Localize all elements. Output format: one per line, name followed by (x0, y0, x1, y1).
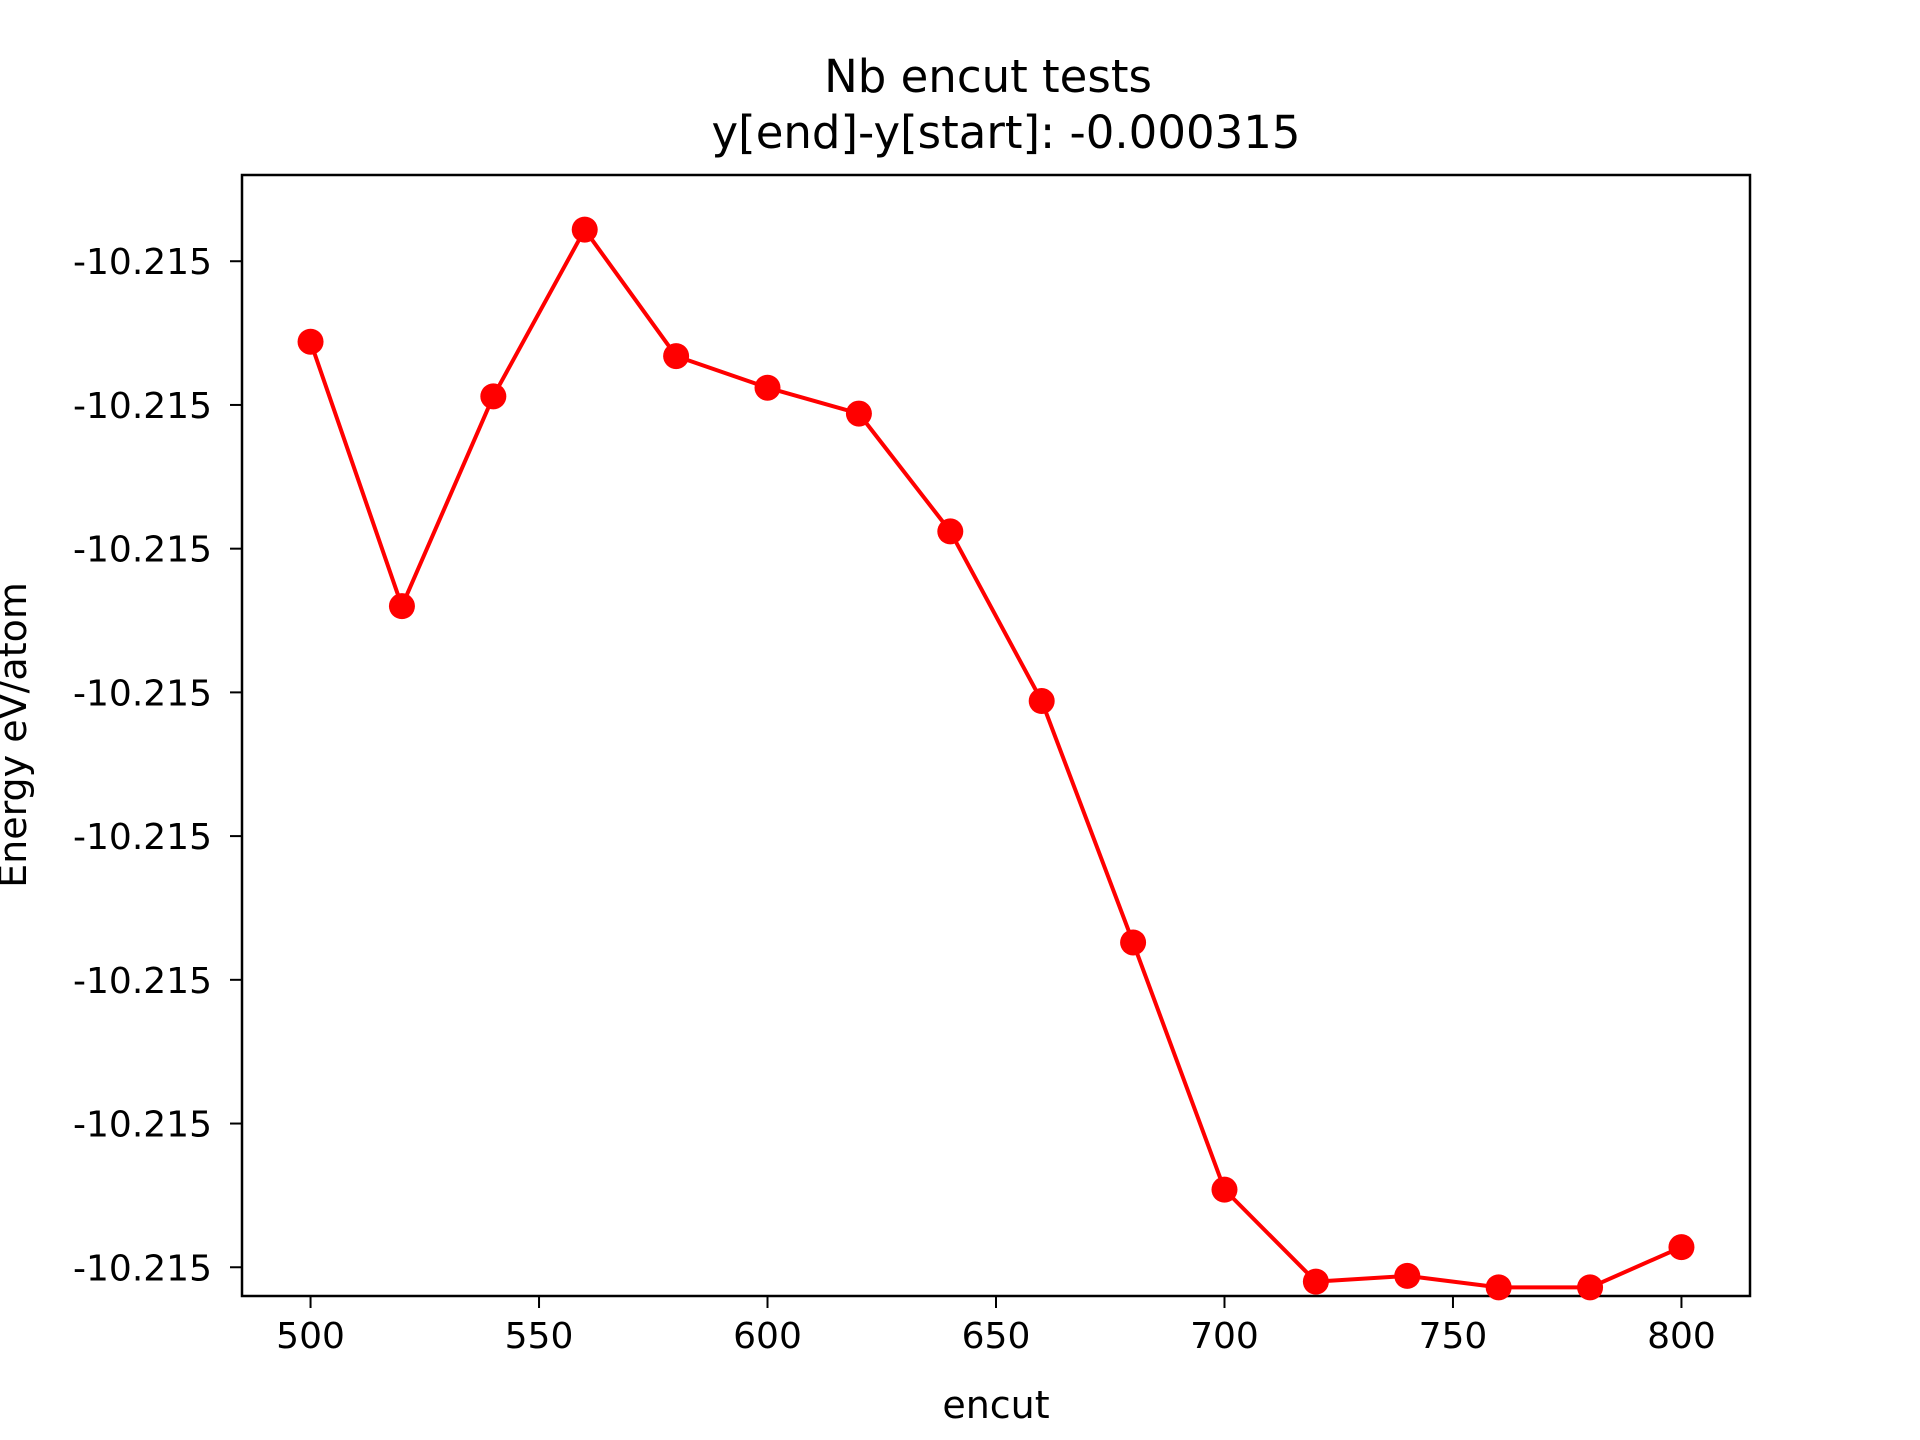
x-tick-label: 500 (276, 1316, 345, 1357)
data-point (1394, 1262, 1421, 1289)
y-axis-label: Energy eV/atom (0, 582, 35, 888)
data-point (937, 518, 964, 545)
x-tick-label: 800 (1647, 1316, 1716, 1357)
data-point (1577, 1274, 1604, 1301)
y-tick-label: -10.215 (73, 673, 212, 714)
data-point (480, 383, 507, 410)
data-point (1120, 929, 1147, 956)
y-tick-label: -10.215 (73, 1248, 212, 1289)
x-tick-label: 700 (1190, 1316, 1259, 1357)
data-point (388, 593, 415, 620)
chart-title: Nb encut tests (824, 50, 1152, 103)
y-tick-label: -10.215 (73, 386, 212, 427)
data-point (1028, 688, 1055, 715)
plot-area: 500 550 600 650 700 750 800 -10.215-10.215-10.… (73, 173, 1752, 1357)
data-point (754, 374, 781, 401)
data-point (571, 216, 598, 243)
data-point (297, 328, 324, 355)
data-point (1211, 1176, 1238, 1203)
x-tick-label: 600 (733, 1316, 802, 1357)
x-axis-label: encut (942, 1383, 1049, 1427)
x-tick-label: 750 (1419, 1316, 1488, 1357)
y-tick-label: -10.215 (73, 530, 212, 571)
data-point (845, 400, 872, 427)
x-tick-label: 650 (962, 1316, 1031, 1357)
y-axis-ticks: -10.215 -10.215 -10.215 -10.215 -10.215 -10.2… (73, 242, 242, 1289)
chart-subtitle: y[end]-y[start]: -0.000315 (712, 106, 1301, 159)
y-tick-label: -10.215 (73, 961, 212, 1002)
series-layer (297, 216, 1695, 1301)
data-point (1668, 1234, 1695, 1261)
y-tick-label: -10.215 (73, 1105, 212, 1146)
data-point (1485, 1274, 1512, 1301)
data-point (663, 343, 690, 370)
series-line (308, 227, 1683, 1290)
y-tick-label: -10.215 (73, 242, 212, 283)
x-axis-ticks: 500 550 600 650 700 750 800 (276, 1296, 1716, 1357)
x-tick-label: 550 (505, 1316, 574, 1357)
data-point (1302, 1268, 1329, 1295)
y-tick-label: -10.215 (73, 817, 212, 858)
